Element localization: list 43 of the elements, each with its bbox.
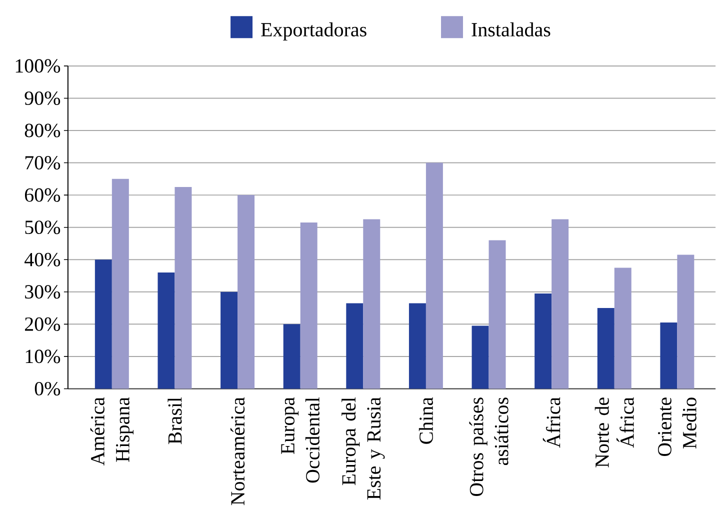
x-tick-label: Europa del Este y Rusia <box>342 397 385 500</box>
bar <box>660 322 678 389</box>
bar <box>408 303 426 389</box>
y-tick-label: 80% <box>24 124 60 138</box>
bar <box>346 303 364 389</box>
x-tick-label: África <box>542 397 560 448</box>
bar <box>300 222 318 389</box>
y-tick-label: 60% <box>24 188 60 202</box>
bar <box>174 187 192 389</box>
y-tick-label: 100% <box>16 59 60 73</box>
x-tick-label: Oriente Medio <box>658 398 696 456</box>
bar <box>597 308 614 389</box>
y-tick-label: 40% <box>24 252 60 266</box>
y-tick-label: 10% <box>26 350 60 364</box>
bar <box>472 326 489 389</box>
y-tick-label: 30% <box>25 285 60 299</box>
bar <box>220 292 238 389</box>
legend-label: Instaladas <box>472 22 550 37</box>
bar <box>112 179 129 389</box>
y-tick-label: 20% <box>25 317 60 332</box>
x-tick-label: América Hispana <box>90 397 134 466</box>
bar <box>94 260 112 389</box>
x-tick-label: Norteamérica <box>230 397 245 506</box>
bar <box>363 219 380 389</box>
legend-label: Exportadoras <box>261 22 366 41</box>
bar <box>426 162 443 389</box>
bar <box>552 219 569 389</box>
x-tick-label: Norte de África <box>594 397 634 468</box>
bar <box>677 254 694 389</box>
bar <box>158 272 175 389</box>
bar <box>614 268 632 389</box>
x-tick-label: Brasil <box>168 397 182 444</box>
x-tick-label: Otros países asiáticos <box>469 398 508 496</box>
y-tick-label: 90% <box>24 92 60 106</box>
x-tick-label: China <box>418 397 433 444</box>
y-tick-label: 0% <box>34 382 60 396</box>
bar <box>534 294 552 389</box>
y-tick-label: 50% <box>25 220 60 234</box>
bar <box>283 324 300 389</box>
bar <box>488 240 506 389</box>
y-tick-label: 70% <box>25 156 60 170</box>
x-tick-label: Europa Occidental <box>281 397 320 483</box>
bar <box>238 195 255 389</box>
